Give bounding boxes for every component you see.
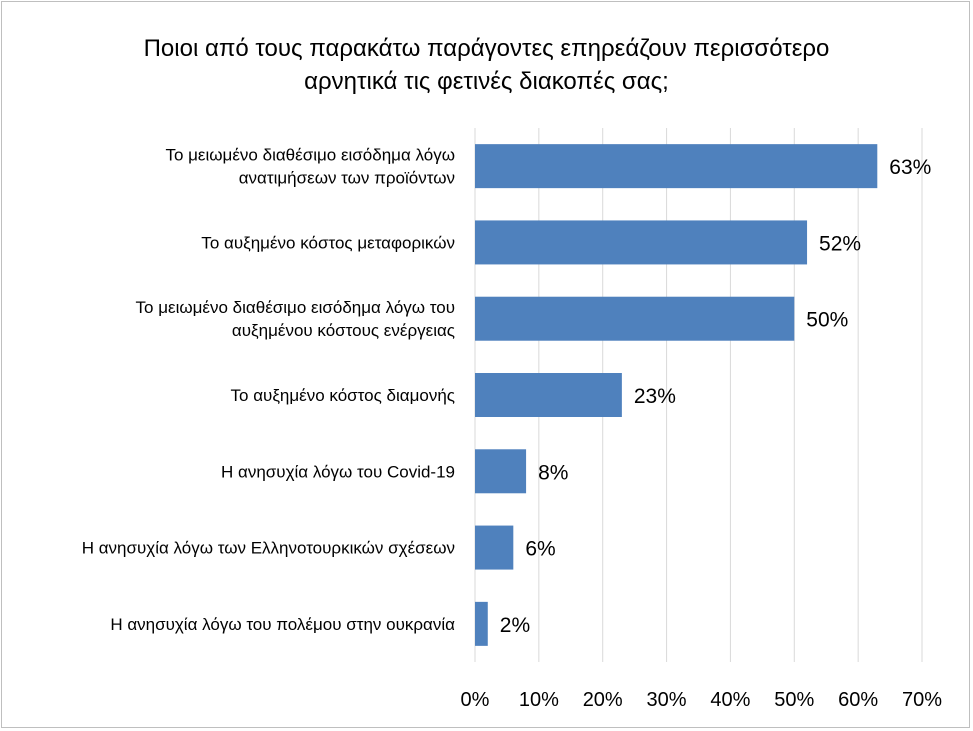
bar xyxy=(475,525,514,570)
category-label-line: Το αυξημένο κόστος διαμονής xyxy=(231,386,456,405)
category-label: Η ανησυχία λόγω του Covid-19 xyxy=(221,462,455,481)
category-label-line: Το μειωμένο διαθέσιμο εισόδημα λόγω xyxy=(165,146,455,165)
bar xyxy=(475,144,878,189)
category-label: Η ανησυχία λόγω των Ελληνοτουρκικών σχέσ… xyxy=(82,539,455,558)
category-label: Το αυξημένο κόστος διαμονής xyxy=(231,386,456,405)
category-label-line: Η ανησυχία λόγω του Covid-19 xyxy=(221,462,455,481)
category-label-line: Η ανησυχία λόγω του πολέμου στην ουκρανί… xyxy=(110,615,455,634)
bar xyxy=(475,601,488,646)
category-label: Το μειωμένο διαθέσιμο εισόδημα λόγω ανατι… xyxy=(165,146,455,188)
category-label-line: αυξημένου κόστους ενέργειας xyxy=(232,321,455,340)
x-tick-label: 30% xyxy=(647,689,687,711)
chart-title-line-2: αρνητικά τις φετινές διακοπές σας; xyxy=(304,68,669,95)
value-label: 63% xyxy=(889,156,931,179)
category-label: Το αυξημένο κόστος μεταφορικών xyxy=(201,233,455,252)
value-label: 6% xyxy=(525,538,555,561)
category-label-line: Το αυξημένο κόστος μεταφορικών xyxy=(201,233,455,252)
bar xyxy=(475,220,808,265)
chart-title-line-1: Ποιοι από τους παρακάτω παράγοντες επηρε… xyxy=(143,35,830,62)
chart-title: Ποιοι από τους παρακάτω παράγοντες επηρε… xyxy=(0,32,973,98)
x-tick-label: 0% xyxy=(461,689,490,711)
x-tick-label: 60% xyxy=(838,689,878,711)
x-tick-label: 40% xyxy=(710,689,750,711)
bar xyxy=(475,296,795,341)
x-axis-tick-labels: 0% 10% 20% 30% 40% 50% 60% 70% xyxy=(461,689,943,711)
value-label: 50% xyxy=(806,309,848,332)
value-label: 8% xyxy=(538,461,568,484)
x-tick-label: 20% xyxy=(583,689,623,711)
category-label-line: ανατιμήσεων των προϊόντων xyxy=(239,169,455,188)
value-label: 52% xyxy=(819,232,861,255)
value-label: 23% xyxy=(634,385,676,408)
bars xyxy=(475,144,878,646)
category-labels: Το μειωμένο διαθέσιμο εισόδημα λόγω ανατι… xyxy=(82,146,455,634)
x-tick-label: 10% xyxy=(519,689,559,711)
bar xyxy=(475,373,622,417)
category-label: Το μειωμένο διαθέσιμο εισόδημα λόγω του α… xyxy=(136,298,456,340)
x-tick-label: 70% xyxy=(902,689,942,711)
x-tick-label: 50% xyxy=(774,689,814,711)
category-label-line: Το μειωμένο διαθέσιμο εισόδημα λόγω του xyxy=(136,298,456,317)
value-labels: 63% 52% 50% 23% 8% 6% 2% xyxy=(500,156,932,637)
bar xyxy=(475,449,527,494)
value-label: 2% xyxy=(500,614,530,637)
category-label: Η ανησυχία λόγω του πολέμου στην ουκρανί… xyxy=(110,615,455,634)
category-label-line: Η ανησυχία λόγω των Ελληνοτουρκικών σχέσ… xyxy=(82,539,455,558)
